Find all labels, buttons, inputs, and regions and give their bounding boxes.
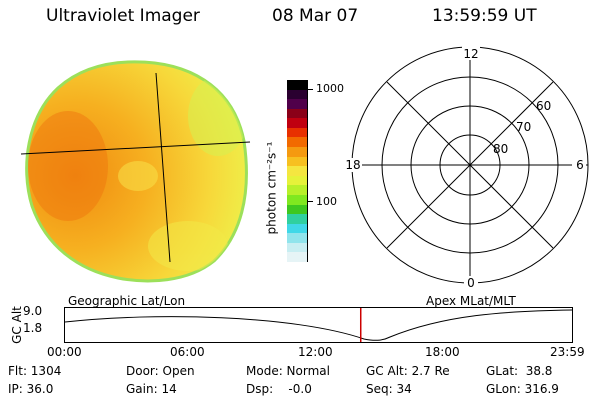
lat-label-70: 70 [516,120,531,134]
info-gc-alt: GC Alt: 2.7 Re [366,364,450,378]
mlt-label-18: 18 [345,158,360,172]
polar-axis [386,81,554,249]
mlt-label-0: 0 [467,276,475,288]
colorbar-tick-label: 1000 [316,82,344,95]
latlon-grid-line [20,141,251,155]
colorbar-segment [287,223,308,234]
timeline-y-tick: 1.8 [23,321,43,335]
latlon-grid-line [155,72,171,263]
colorbar-segment [287,214,308,224]
colorbar-segment [287,147,308,157]
colorbar-tick [308,201,313,202]
mlt-label-6: 6 [576,158,584,172]
timeline-x-tick: 23:59 [550,345,585,359]
info-ip: IP: 36.0 [8,382,54,396]
colorbar-segment [287,118,308,128]
colorbar-axis [307,80,308,262]
colorbar-segment [287,252,308,262]
altitude-curve [64,309,573,341]
lat-label-60: 60 [536,99,551,113]
timeline-frame [64,307,573,343]
colorbar-segment [287,137,308,148]
time-label: 13:59:59 UT [432,6,537,26]
timeline-x-tick: 18:00 [425,345,460,359]
timeline-plot [64,307,573,343]
info-gain: Gain: 14 [126,382,177,396]
colorbar [287,80,308,262]
colorbar-segment [287,127,308,138]
lat-label-80: 80 [493,142,508,156]
polar-plot: 12 18 6 0 60 70 80 [342,46,589,288]
info-seq: Seq: 34 [366,382,412,396]
timeline-x-tick: 12:00 [298,345,333,359]
info-dsp: Dsp: -0.0 [246,382,312,396]
colorbar-segment [287,233,308,243]
timeline-x-tick: 00:00 [47,345,82,359]
info-glat: GLat: 38.8 [486,364,553,378]
colorbar-segment [287,80,308,90]
info-mode: Mode: Normal [246,364,330,378]
colorbar-segment [287,108,308,119]
colorbar-segment [287,194,308,205]
colorbar-units: photon cm⁻²s⁻¹ [264,141,279,235]
colorbar-segment [287,204,308,215]
colorbar-segment [287,242,308,253]
info-glon: GLon: 316.9 [486,382,559,396]
timeline-x-tick: 06:00 [170,345,205,359]
colorbar-tick [308,89,313,90]
instrument-title: Ultraviolet Imager [46,6,200,26]
info-door: Door: Open [126,364,195,378]
uv-image [20,60,251,283]
timeline-right-title: Apex MLat/MLT [426,294,516,308]
date-label: 08 Mar 07 [272,6,359,26]
timeline-y-tick: 9.0 [23,304,43,318]
mlt-label-12: 12 [463,47,478,61]
timeline-left-title: Geographic Lat/Lon [68,294,186,308]
colorbar-segment [287,185,308,195]
colorbar-segment [287,156,308,167]
colorbar-segment [287,89,308,100]
colorbar-segment [287,175,308,186]
info-flt: Flt: 1304 [8,364,62,378]
colorbar-segment [287,99,308,109]
colorbar-segment [287,166,308,176]
colorbar-tick-label: 100 [316,195,337,208]
